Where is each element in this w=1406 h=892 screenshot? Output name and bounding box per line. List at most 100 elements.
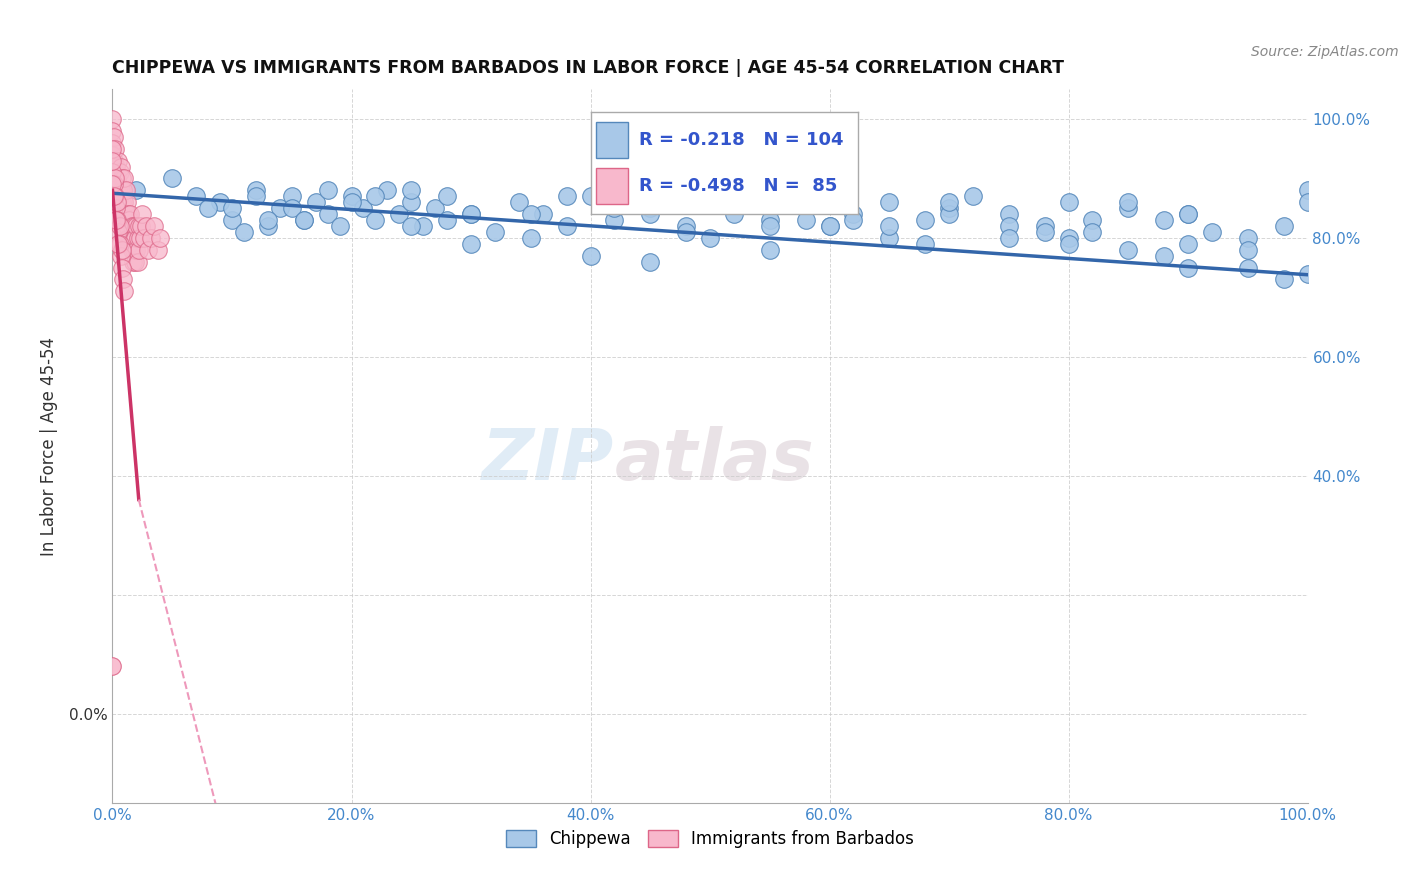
Point <box>962 189 984 203</box>
Point <box>115 219 138 233</box>
Text: CHIPPEWA VS IMMIGRANTS FROM BARBADOS IN LABOR FORCE | AGE 45-54 CORRELATION CHAR: CHIPPEWA VS IMMIGRANTS FROM BARBADOS IN … <box>112 59 1064 77</box>
Point <box>938 195 960 210</box>
Point <box>520 231 543 245</box>
Point <box>1296 195 1319 210</box>
Point <box>842 207 865 221</box>
Point <box>135 219 157 233</box>
Point <box>209 195 232 210</box>
Point <box>120 207 142 221</box>
Point <box>117 207 139 221</box>
Point <box>436 213 458 227</box>
Point <box>245 183 267 197</box>
Point <box>603 201 626 215</box>
Point <box>186 189 208 203</box>
Point <box>104 189 127 203</box>
Point <box>436 189 458 203</box>
Point <box>1033 219 1056 233</box>
Point <box>914 213 936 227</box>
Point <box>1118 201 1140 215</box>
Text: R = -0.498   N =  85: R = -0.498 N = 85 <box>638 178 837 195</box>
Point <box>352 201 374 215</box>
Point <box>879 195 901 210</box>
Point <box>117 231 139 245</box>
Point <box>759 243 782 257</box>
Text: R = -0.218   N = 104: R = -0.218 N = 104 <box>638 131 844 149</box>
Point <box>105 195 128 210</box>
Point <box>879 219 901 233</box>
Point <box>699 183 721 197</box>
Point <box>364 213 387 227</box>
Point <box>938 201 960 215</box>
Point <box>101 112 124 126</box>
Point <box>121 254 143 268</box>
Point <box>107 225 129 239</box>
Point <box>520 207 543 221</box>
Point <box>401 195 423 210</box>
Point <box>112 272 135 286</box>
Point <box>104 142 127 156</box>
Point <box>388 207 411 221</box>
Point <box>245 189 267 203</box>
Text: Source: ZipAtlas.com: Source: ZipAtlas.com <box>1251 45 1399 59</box>
Point <box>257 213 280 227</box>
Point <box>110 183 132 197</box>
Point <box>107 236 129 251</box>
Point <box>111 243 134 257</box>
Point <box>105 213 128 227</box>
Point <box>127 254 149 268</box>
Point <box>101 165 124 179</box>
Point <box>531 207 554 221</box>
Point <box>603 213 626 227</box>
Point <box>125 219 148 233</box>
Point <box>1177 236 1199 251</box>
Point <box>101 136 124 150</box>
Point <box>316 183 339 197</box>
Point <box>108 189 131 203</box>
Point <box>221 213 243 227</box>
Point <box>292 213 315 227</box>
Point <box>125 243 148 257</box>
Point <box>120 231 142 245</box>
Point <box>107 201 129 215</box>
Point <box>114 219 135 233</box>
Point <box>1057 236 1080 251</box>
Point <box>998 219 1021 233</box>
Point <box>640 201 662 215</box>
Point <box>108 219 131 233</box>
Point <box>555 219 578 233</box>
Point <box>842 213 865 227</box>
Point <box>1057 231 1080 245</box>
Point <box>425 201 447 215</box>
Point <box>998 231 1021 245</box>
Point <box>114 171 135 186</box>
Point <box>305 195 328 210</box>
Point <box>1118 243 1140 257</box>
Point <box>105 160 128 174</box>
Point <box>794 213 817 227</box>
Point <box>101 171 124 186</box>
Point <box>329 219 352 233</box>
Point <box>998 207 1021 221</box>
Point <box>122 243 145 257</box>
Point <box>316 207 339 221</box>
Point <box>794 189 817 203</box>
Point <box>938 207 960 221</box>
Point <box>103 178 125 192</box>
Point <box>105 201 128 215</box>
Point <box>197 201 219 215</box>
Point <box>579 249 602 263</box>
Point <box>128 243 150 257</box>
Point <box>124 254 146 268</box>
Point <box>107 153 129 168</box>
Text: ZIP: ZIP <box>482 425 614 495</box>
Point <box>281 189 304 203</box>
Point <box>340 195 363 210</box>
Point <box>101 659 124 673</box>
Point <box>1237 231 1260 245</box>
Point <box>104 171 127 186</box>
Point <box>1033 225 1056 239</box>
Point <box>105 195 128 210</box>
Point <box>555 189 578 203</box>
Point <box>675 219 697 233</box>
Point <box>675 225 697 239</box>
